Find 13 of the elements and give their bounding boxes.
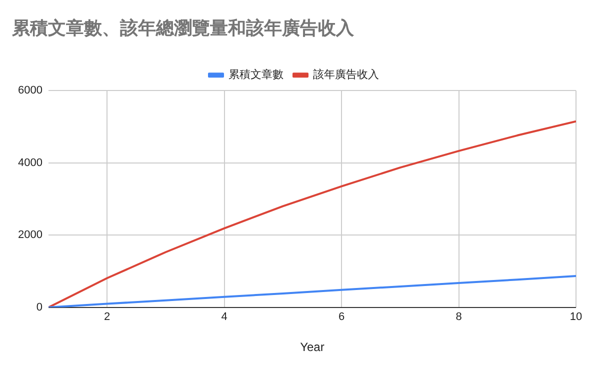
x-tick-label: 6	[338, 311, 345, 324]
y-tick-label: 4000	[18, 156, 42, 169]
y-tick-label: 6000	[18, 84, 42, 97]
chart-title: 累積文章數、該年總瀏覽量和該年廣告收入	[11, 18, 355, 38]
x-tick-label: 2	[104, 311, 110, 324]
y-tick-label: 2000	[18, 229, 42, 242]
legend-label: 該年廣告收入	[313, 68, 379, 82]
x-tick-label: 8	[456, 311, 462, 324]
x-axis-title: Year	[300, 340, 324, 354]
legend-label: 累積文章數	[228, 68, 284, 82]
x-tick-label: 10	[570, 311, 582, 324]
x-tick-label: 4	[221, 311, 228, 324]
y-tick-label: 0	[36, 301, 42, 314]
